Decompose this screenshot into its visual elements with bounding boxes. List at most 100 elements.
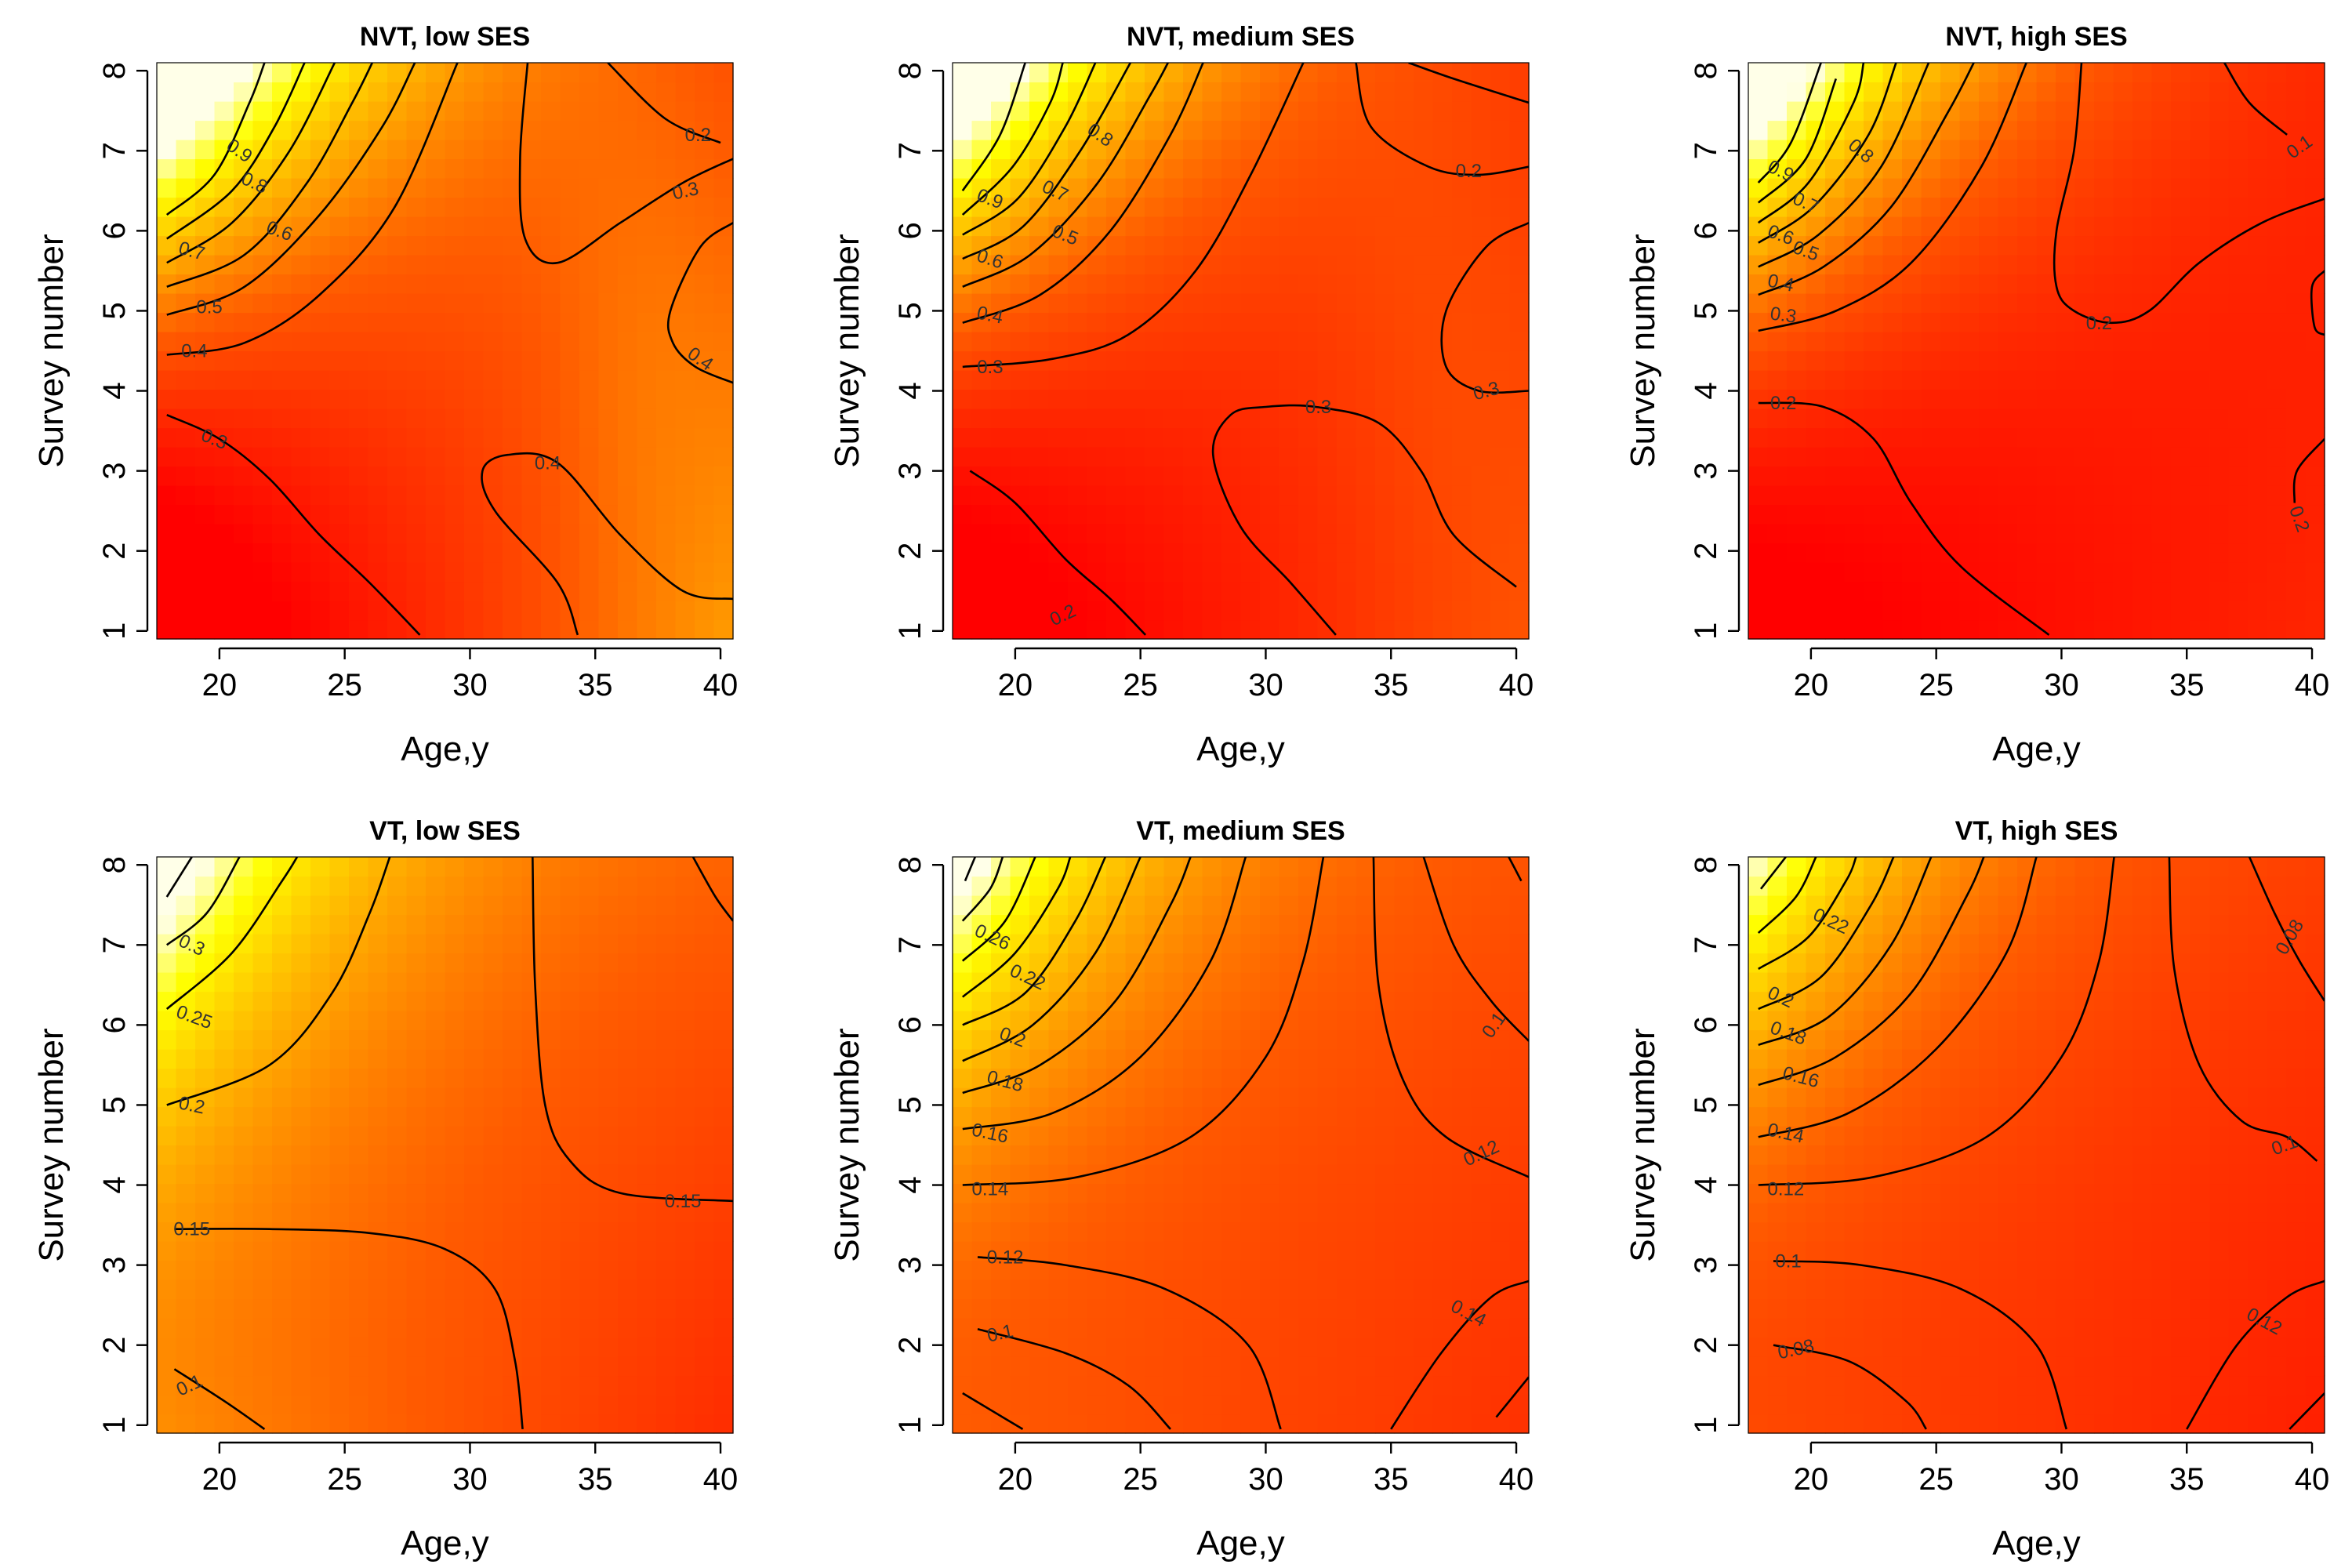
heat-cell — [1921, 601, 1941, 621]
heat-cell — [445, 178, 465, 198]
heat-cell — [1010, 466, 1030, 486]
heat-cell — [176, 1241, 196, 1261]
heat-cell — [1959, 581, 1980, 601]
heat-cell — [2209, 370, 2230, 390]
heat-cell — [713, 991, 734, 1011]
heat-cell — [1010, 857, 1030, 877]
heat-cell — [618, 1068, 638, 1088]
heat-cell — [1844, 972, 1864, 993]
heat-cell — [1375, 1183, 1396, 1203]
heat-cell — [234, 178, 254, 198]
heat-cell — [2305, 389, 2325, 409]
heat-cell — [1509, 1356, 1530, 1377]
heat-cell — [2036, 562, 2056, 583]
heat-cell — [521, 895, 542, 916]
heat-cell — [1145, 197, 1165, 217]
heat-cell — [656, 1260, 677, 1280]
contours: 0.10.120.140.120.10.140.160.180.20.220.2… — [961, 857, 1529, 1431]
heat-cell — [483, 120, 503, 140]
heat-cell — [1221, 1029, 1242, 1050]
heat-cell — [675, 934, 695, 954]
heat-cell — [1509, 485, 1530, 506]
heat-cell — [1087, 1068, 1107, 1088]
heat-cell — [310, 914, 331, 935]
heat-cell — [1452, 178, 1472, 198]
heat-cell — [1509, 293, 1530, 314]
heat-cell — [2074, 370, 2095, 390]
heat-cell — [1356, 447, 1376, 467]
heat-cell — [1748, 1337, 1769, 1357]
heat-cell — [252, 370, 273, 390]
heat-cell — [1337, 562, 1357, 583]
heat-cell — [310, 274, 331, 294]
heat-cell — [329, 1260, 350, 1280]
heat-cell — [1787, 1106, 1807, 1127]
heat-cell — [464, 1221, 485, 1242]
heat-cell — [387, 581, 408, 601]
contour-line-0-2 — [166, 857, 391, 1106]
heat-cell — [1183, 1221, 1203, 1242]
heat-cell — [2286, 274, 2307, 294]
heat-cell — [310, 120, 331, 140]
heat-cell — [1068, 601, 1088, 621]
heat-cell — [2267, 235, 2287, 256]
heat-cell — [368, 293, 388, 314]
heat-cell — [445, 543, 465, 563]
heat-cell — [445, 255, 465, 275]
heat-cell — [560, 447, 580, 467]
heat-cell — [1490, 312, 1511, 332]
heat-cell — [618, 914, 638, 935]
heat-cell — [971, 857, 992, 877]
heat-cell — [2132, 601, 2153, 621]
heat-cell — [272, 1087, 292, 1108]
heat-cell — [252, 274, 273, 294]
heat-cell — [1375, 1049, 1396, 1069]
heat-cell — [598, 876, 619, 896]
heat-cell — [1125, 1414, 1145, 1434]
heat-cell — [1902, 235, 1922, 256]
heat-cell — [426, 1375, 446, 1396]
heat-cell — [1452, 197, 1472, 217]
heat-cell — [234, 1126, 254, 1146]
heat-cell — [1106, 389, 1127, 409]
heat-cell — [483, 101, 503, 122]
heat-cell — [234, 140, 254, 160]
heat-cell — [272, 1241, 292, 1261]
heat-cell — [1940, 619, 1961, 640]
heat-cell — [1240, 447, 1261, 467]
heat-cell — [713, 1106, 734, 1127]
heat-cell — [579, 389, 600, 409]
heat-cell — [176, 332, 196, 352]
heat-cell — [618, 1106, 638, 1127]
heat-cell — [953, 63, 973, 83]
heat-cell — [1864, 447, 1884, 467]
heat-cell — [406, 1145, 426, 1165]
heat-cell — [445, 1087, 465, 1108]
heat-cell — [637, 1318, 657, 1338]
heat-cell — [368, 427, 388, 448]
heat-cell — [991, 158, 1011, 179]
heat-cell — [971, 1375, 992, 1396]
heat-cell — [2017, 140, 2038, 160]
heat-cell — [214, 953, 234, 973]
heat-cell — [2228, 504, 2249, 524]
heat-cell — [252, 972, 273, 993]
heat-cell — [1509, 274, 1530, 294]
heat-cell — [483, 1203, 503, 1223]
heat-cell — [195, 914, 216, 935]
heat-cell — [234, 1145, 254, 1165]
heat-cell — [1260, 543, 1280, 563]
heat-cell — [272, 562, 292, 583]
heat-cell — [1490, 1337, 1511, 1357]
heat-cell — [521, 1068, 542, 1088]
heat-cell — [1010, 1049, 1030, 1069]
heat-cell — [713, 101, 734, 122]
heat-cell — [1337, 1049, 1357, 1069]
heat-cell — [1452, 82, 1472, 102]
heat-cell — [291, 934, 311, 954]
heat-cell — [675, 332, 695, 352]
heat-cell — [234, 312, 254, 332]
heat-cell — [2056, 255, 2076, 275]
heat-cell — [214, 1011, 234, 1031]
heat-cell — [503, 1356, 523, 1377]
